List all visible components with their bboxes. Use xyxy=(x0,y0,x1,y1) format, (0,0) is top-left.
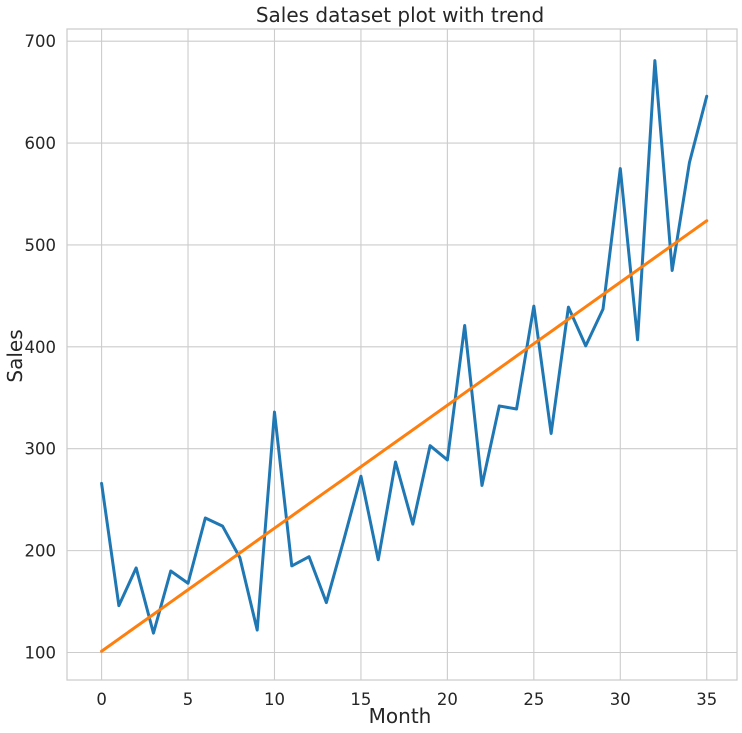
x-tick-label: 0 xyxy=(96,690,107,709)
y-tick-label: 700 xyxy=(25,32,57,51)
x-tick-label: 35 xyxy=(696,690,717,709)
x-tick-label: 25 xyxy=(523,690,544,709)
y-tick-label: 500 xyxy=(25,236,57,255)
grid-lines xyxy=(67,29,737,680)
y-tick-label: 100 xyxy=(25,643,57,662)
y-tick-label: 200 xyxy=(25,542,57,561)
y-tick-label: 400 xyxy=(25,338,57,357)
trend-series-line xyxy=(100,219,709,653)
series-layer xyxy=(100,59,709,653)
y-tick-label: 600 xyxy=(25,134,57,153)
y-axis-label: Sales xyxy=(3,329,27,382)
x-tick-label: 30 xyxy=(610,690,631,709)
x-tick-label: 10 xyxy=(264,690,285,709)
x-tick-label: 15 xyxy=(350,690,371,709)
sales-series-line xyxy=(100,59,709,635)
x-axis-label: Month xyxy=(369,704,432,728)
x-tick-labels: 0 5 10 15 20 25 30 35 xyxy=(96,690,717,709)
x-tick-label: 20 xyxy=(437,690,458,709)
y-tick-labels: 100 200 300 400 500 600 700 xyxy=(25,32,57,662)
chart-title: Sales dataset plot with trend xyxy=(256,3,544,27)
y-tick-label: 300 xyxy=(25,440,57,459)
x-tick-label: 5 xyxy=(183,690,194,709)
plot-frame xyxy=(66,28,738,681)
